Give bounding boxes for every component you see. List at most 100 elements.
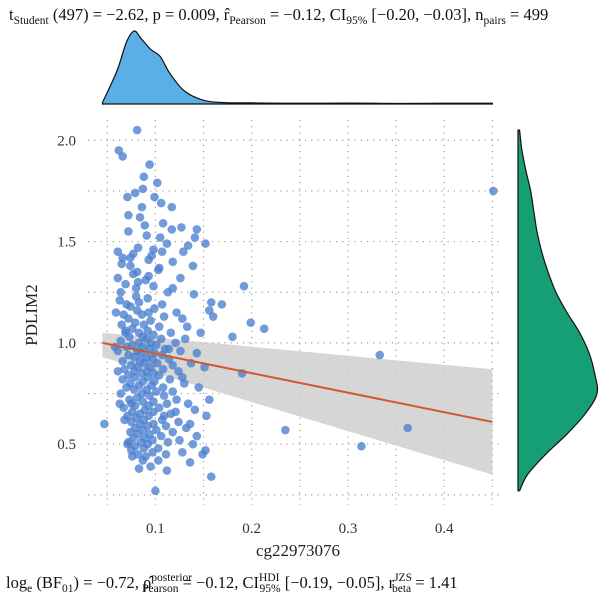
data-point bbox=[205, 395, 214, 404]
data-point bbox=[217, 300, 227, 309]
data-point bbox=[403, 423, 412, 433]
x-tick-labels: 0.1 0.2 0.3 0.4 bbox=[146, 521, 454, 537]
data-point bbox=[190, 405, 200, 415]
data-point bbox=[192, 225, 202, 234]
data-point bbox=[128, 269, 138, 279]
data-point bbox=[175, 435, 184, 445]
data-point bbox=[148, 448, 157, 457]
data-point bbox=[228, 332, 237, 342]
data-point bbox=[137, 310, 147, 319]
data-point bbox=[201, 239, 210, 248]
data-point bbox=[138, 184, 148, 194]
data-point bbox=[188, 439, 198, 449]
data-point bbox=[182, 322, 192, 331]
data-point bbox=[118, 356, 127, 366]
data-point bbox=[153, 456, 163, 465]
data-point bbox=[124, 437, 133, 447]
data-point bbox=[156, 431, 166, 441]
data-point bbox=[153, 358, 162, 368]
confidence-band bbox=[102, 332, 493, 475]
data-point bbox=[158, 219, 168, 228]
data-point bbox=[149, 281, 158, 291]
data-point bbox=[149, 330, 158, 340]
data-point bbox=[162, 399, 172, 408]
data-point bbox=[120, 415, 129, 425]
data-point bbox=[200, 362, 209, 372]
data-point bbox=[118, 152, 127, 161]
data-point bbox=[154, 371, 164, 380]
data-point bbox=[152, 340, 161, 350]
data-point bbox=[168, 257, 178, 267]
y-axis-label: PDLIM2 bbox=[22, 284, 41, 345]
data-point bbox=[163, 287, 173, 297]
data-point bbox=[239, 281, 249, 291]
data-point bbox=[115, 296, 125, 305]
data-point bbox=[156, 334, 166, 344]
data-point bbox=[116, 389, 126, 398]
data-point bbox=[375, 350, 385, 360]
data-point bbox=[178, 448, 187, 457]
data-point bbox=[124, 210, 133, 220]
data-point bbox=[202, 411, 211, 421]
data-point bbox=[159, 391, 169, 400]
bottom-statistics-caption: loge (BF01) = −0.72, ρ̂posterior Pearson … bbox=[6, 572, 458, 595]
data-point bbox=[166, 328, 176, 338]
data-point bbox=[196, 328, 205, 338]
data-point bbox=[159, 411, 169, 421]
data-point bbox=[161, 421, 171, 431]
data-point bbox=[138, 456, 148, 465]
data-point bbox=[139, 172, 149, 182]
data-point bbox=[489, 186, 498, 196]
data-point bbox=[168, 360, 178, 370]
data-point bbox=[183, 399, 193, 408]
data-point bbox=[168, 427, 178, 437]
data-point bbox=[129, 385, 139, 394]
data-point bbox=[190, 233, 200, 242]
data-point bbox=[156, 198, 166, 208]
data-point bbox=[179, 247, 188, 257]
data-point bbox=[143, 294, 152, 303]
data-point bbox=[154, 322, 164, 331]
data-point bbox=[133, 243, 143, 252]
data-point bbox=[144, 255, 153, 265]
data-point bbox=[145, 160, 154, 169]
data-point bbox=[259, 324, 269, 334]
y-tick-label: 2.0 bbox=[57, 133, 76, 149]
x-marginal-density bbox=[101, 30, 493, 105]
data-point bbox=[357, 441, 366, 451]
data-point bbox=[146, 316, 155, 325]
data-point bbox=[132, 125, 142, 135]
data-point bbox=[177, 223, 186, 232]
data-point bbox=[188, 261, 198, 271]
data-point bbox=[131, 283, 141, 293]
y-tick-labels: 0.5 1.0 1.5 2.0 bbox=[57, 133, 76, 453]
data-point bbox=[167, 225, 177, 234]
data-point bbox=[117, 259, 126, 269]
y-marginal-density bbox=[517, 129, 599, 492]
data-point bbox=[123, 192, 132, 202]
data-point bbox=[172, 308, 181, 317]
data-point bbox=[135, 212, 145, 222]
data-point bbox=[153, 265, 163, 275]
data-point bbox=[194, 383, 204, 392]
data-point bbox=[113, 273, 123, 283]
data-point bbox=[127, 452, 137, 461]
data-point bbox=[189, 289, 199, 299]
data-point bbox=[208, 312, 218, 321]
data-point bbox=[124, 314, 133, 323]
top-statistics-subtitle: tStudent (497) = −2.62, p = 0.009, r̂Pea… bbox=[9, 5, 548, 27]
data-point bbox=[111, 308, 121, 317]
data-point bbox=[171, 338, 180, 348]
data-point bbox=[171, 407, 180, 417]
data-point bbox=[168, 387, 178, 396]
data-point bbox=[183, 241, 193, 250]
data-point bbox=[122, 383, 131, 392]
data-points bbox=[100, 125, 498, 496]
data-point bbox=[140, 221, 150, 230]
data-point bbox=[158, 383, 168, 392]
y-tick-label: 0.5 bbox=[57, 437, 76, 453]
data-point bbox=[126, 261, 135, 271]
regression-line bbox=[102, 341, 493, 423]
data-point bbox=[139, 443, 149, 453]
